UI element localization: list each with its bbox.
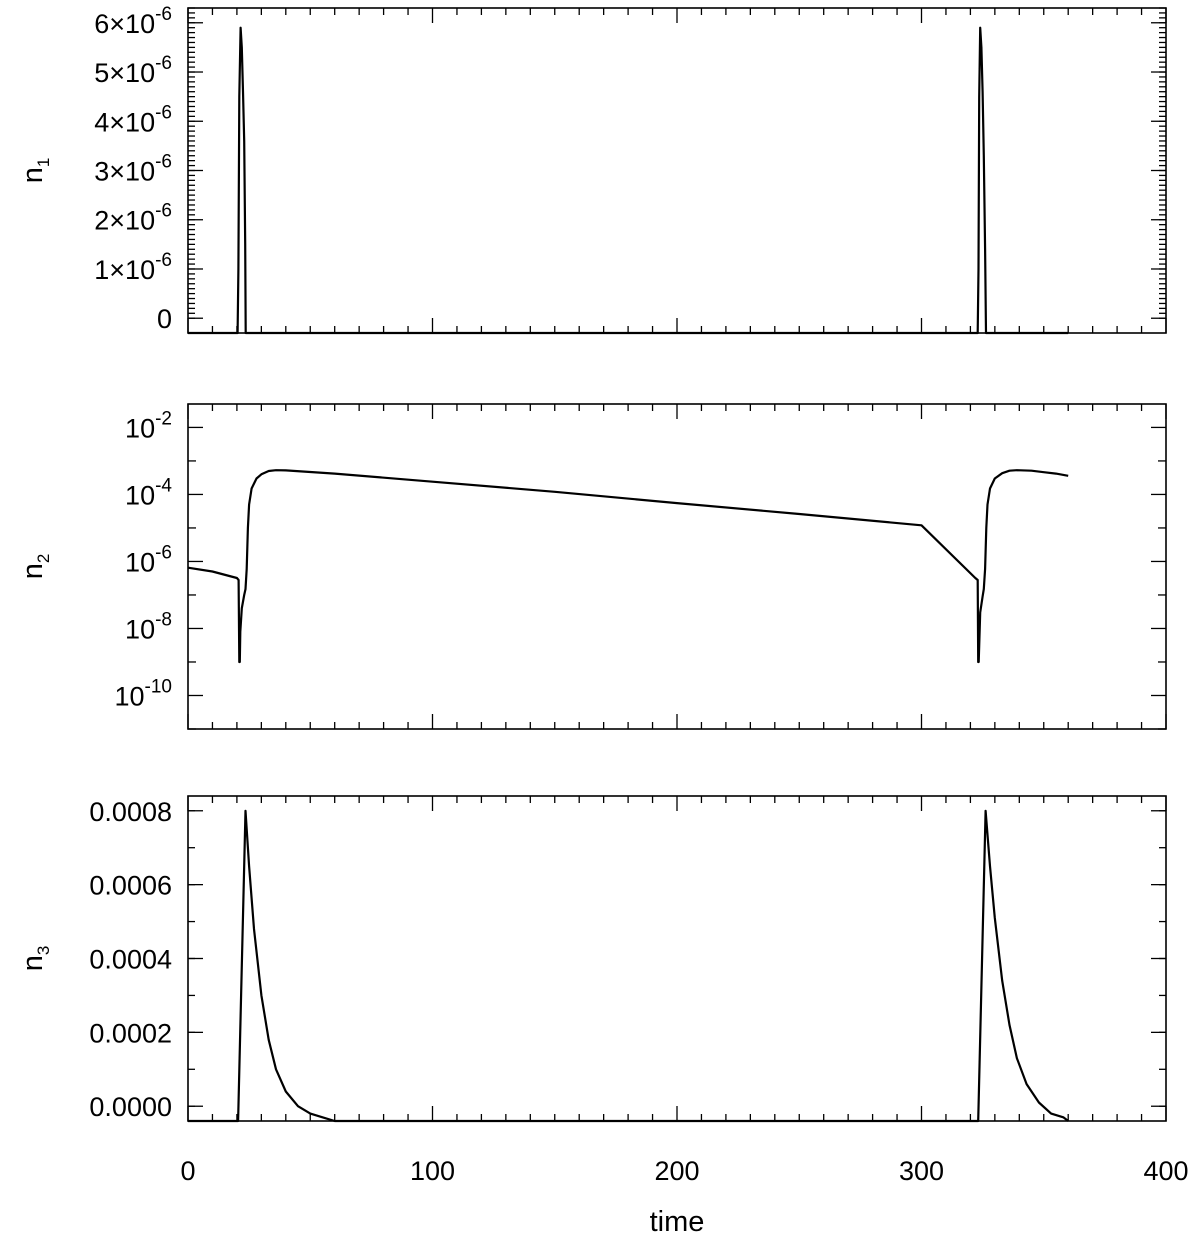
series-line bbox=[188, 26, 1069, 335]
y-tick-label: 0.0000 bbox=[89, 1092, 172, 1122]
panel-n2: 10-10 10-8 10-6 10-4 10-2 n2 bbox=[17, 403, 1167, 730]
y-tick-label: 2×10-6 bbox=[94, 201, 172, 236]
y-tick-label: 4×10-6 bbox=[94, 102, 172, 137]
y-tick-label: 10-2 bbox=[125, 408, 172, 443]
y-tick-label: 5×10-6 bbox=[94, 53, 172, 88]
x-tick-label: 400 bbox=[1143, 1156, 1188, 1186]
y-tick-label: 3×10-6 bbox=[94, 152, 172, 187]
y-tick-label: 1×10-6 bbox=[94, 250, 172, 285]
plot-frame bbox=[187, 7, 1167, 334]
panel-n3: 0.0000 0.0002 0.0004 0.0006 0.0008 n3 0 100 200 3… bbox=[17, 795, 1189, 1186]
x-tick-label: 200 bbox=[654, 1156, 699, 1186]
y-axis-label: n2 bbox=[17, 554, 53, 580]
x-tick-label: 0 bbox=[180, 1156, 195, 1186]
plot-frame bbox=[187, 403, 1167, 730]
panel-n1: 0 1×10-6 2×10-6 3×10-6 4×10-6 5×10-6 6×10-6 n1 bbox=[17, 4, 1167, 335]
y-tick-label: 6×10-6 bbox=[94, 4, 172, 39]
series-line bbox=[187, 469, 1069, 664]
y-tick-label: 0 bbox=[157, 304, 172, 334]
y-tick-label: 10-8 bbox=[125, 609, 172, 644]
x-axis-label: time bbox=[650, 1206, 705, 1238]
y-tick-label: 0.0002 bbox=[89, 1018, 172, 1048]
plot-frame bbox=[187, 795, 1167, 1122]
y-tick-label: 10-6 bbox=[125, 542, 172, 577]
y-tick-label: 10-4 bbox=[125, 475, 172, 510]
y-tick-label: 0.0004 bbox=[89, 945, 172, 975]
y-tick-label: 0.0006 bbox=[89, 871, 172, 901]
y-axis-label: n3 bbox=[17, 946, 53, 972]
x-tick-label: 300 bbox=[899, 1156, 944, 1186]
series-line bbox=[188, 809, 1069, 1123]
y-tick-label: 10-10 bbox=[114, 676, 172, 711]
y-axis-label: n1 bbox=[17, 158, 53, 184]
y-tick-label: 0.0008 bbox=[89, 797, 172, 827]
x-tick-label: 100 bbox=[410, 1156, 455, 1186]
